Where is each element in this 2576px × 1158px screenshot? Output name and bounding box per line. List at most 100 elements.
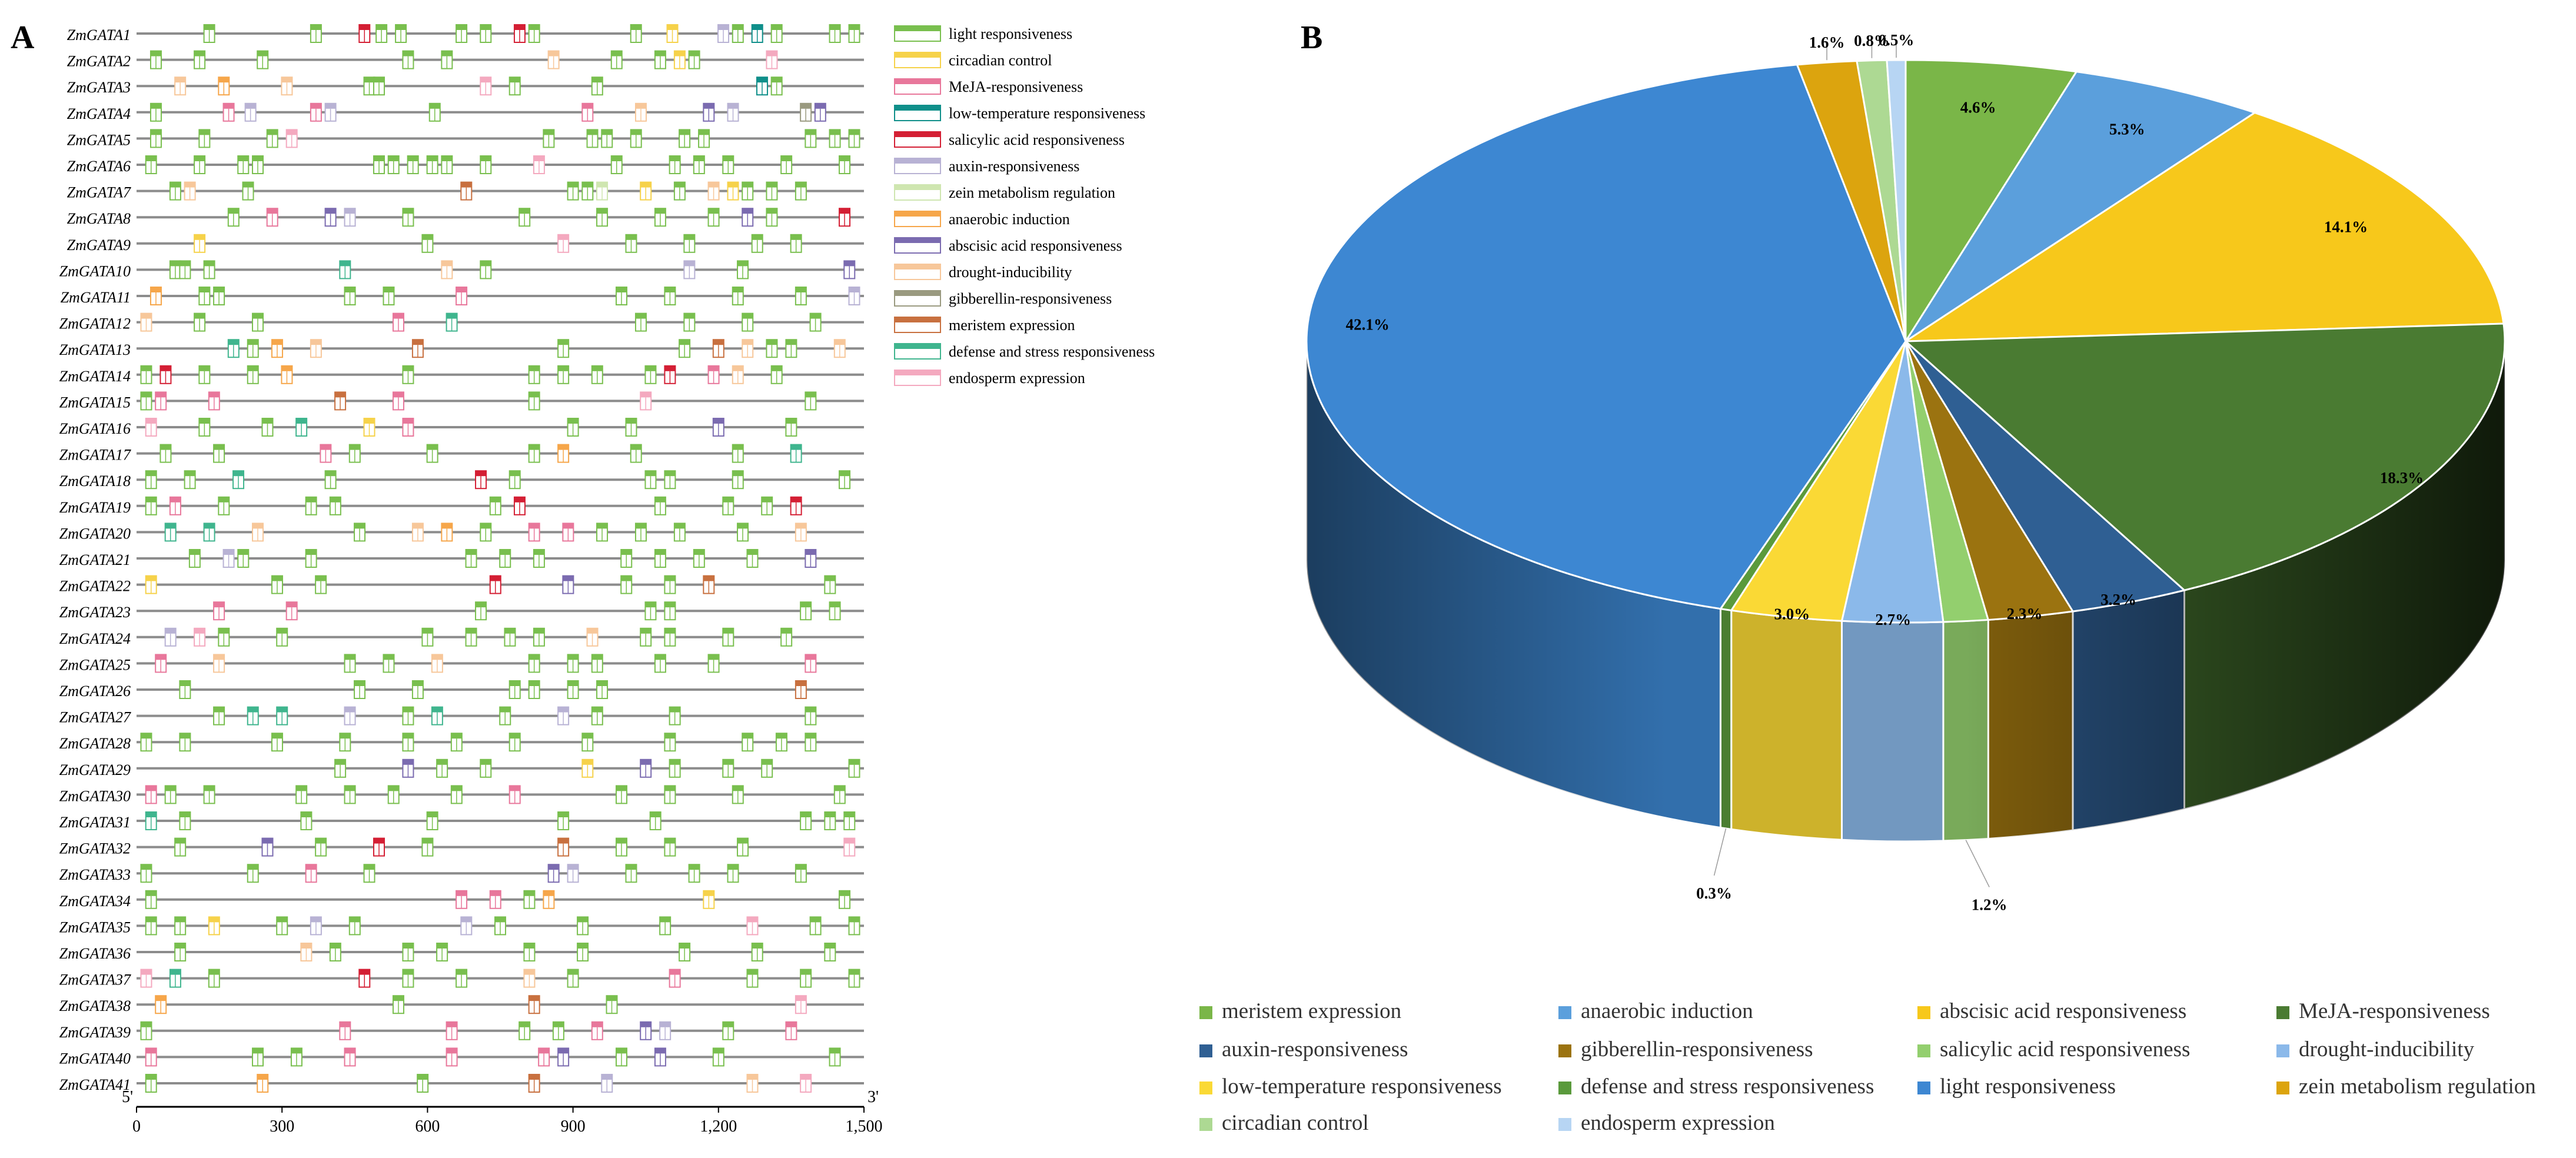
- element-box-light-responsiveness: [824, 575, 836, 594]
- element-box-circadian-control: [666, 24, 679, 43]
- gene-row-zmgata38: ZmGATA38: [59, 995, 864, 1014]
- element-box-defense-and-stress-responsiveness: [227, 339, 240, 358]
- element-box-light-responsiveness: [315, 575, 327, 594]
- element-box-light-responsiveness: [567, 418, 579, 437]
- element-box-drought-inducibility: [310, 339, 322, 358]
- element-box-light-responsiveness: [402, 733, 414, 752]
- element-box-light-responsiveness: [669, 155, 681, 174]
- element-box-salicylic-acid-responsiveness: [664, 365, 676, 384]
- element-box-light-responsiveness: [625, 864, 637, 883]
- element-box-light-responsiveness: [227, 208, 240, 227]
- element-box-light-responsiveness: [567, 181, 579, 201]
- element-box-light-responsiveness: [780, 155, 793, 174]
- gene-row-zmgata23: ZmGATA23: [59, 601, 864, 621]
- element-box-meja-responsiveness: [538, 1047, 550, 1067]
- pie-data-labels: 4.6% 5.3% 14.1% 18.3% 3.2% 2.3% 1.2% 2.7% 3.0% 0.…: [1346, 31, 2424, 914]
- element-box-light-responsiveness: [373, 155, 385, 174]
- element-box-light-responsiveness: [436, 943, 448, 961]
- element-box-auxin-responsiveness: [717, 24, 730, 43]
- element-box-drought-inducibility: [140, 312, 152, 332]
- element-box-light-responsiveness: [688, 50, 700, 69]
- element-box-light-responsiveness: [634, 312, 647, 332]
- element-box-light-responsiveness: [480, 758, 492, 778]
- gene-row-zmgata20: ZmGATA20: [59, 523, 864, 542]
- element-box-light-responsiveness: [247, 864, 259, 883]
- element-box-light-responsiveness: [616, 837, 627, 857]
- pie-data-label: 0.5%: [1879, 31, 1914, 49]
- pie-legend-label: salicylic acid responsiveness: [1940, 1037, 2190, 1062]
- element-box-endosperm-expression: [746, 916, 759, 936]
- gene-label: ZmGATA13: [59, 341, 131, 358]
- element-box-light-responsiveness: [159, 444, 172, 463]
- element-box-light-responsiveness: [785, 339, 797, 358]
- element-box-light-responsiveness: [237, 155, 250, 174]
- element-box-light-responsiveness: [261, 418, 274, 437]
- element-box-light-responsiveness: [770, 76, 783, 96]
- gene-label: ZmGATA20: [59, 525, 131, 542]
- element-box-light-responsiveness: [785, 418, 797, 437]
- element-box-light-responsiveness: [428, 102, 441, 122]
- element-box-light-responsiveness: [795, 181, 807, 201]
- element-box-light-responsiveness: [533, 627, 545, 647]
- element-box-meja-responsiveness: [392, 391, 404, 411]
- axis-tick-label: 300: [270, 1117, 294, 1136]
- element-box-light-responsiveness: [348, 444, 361, 463]
- element-box-light-responsiveness: [722, 627, 734, 647]
- element-box-light-responsiveness: [761, 758, 773, 778]
- element-box-abscisic-acid-responsiveness: [843, 260, 856, 279]
- element-box-meja-responsiveness: [344, 1047, 356, 1067]
- element-box-circadian-control: [581, 758, 594, 778]
- element-box-auxin-responsiveness: [222, 549, 235, 568]
- element-box-circadian-control: [208, 916, 220, 936]
- element-box-meja-responsiveness: [785, 1021, 797, 1040]
- pie-data-label: 4.6%: [1960, 99, 1996, 117]
- element-box-meja-responsiveness: [528, 523, 540, 542]
- element-box-light-responsiveness: [644, 365, 657, 384]
- element-box-light-responsiveness: [456, 969, 468, 988]
- pie-legend-item-low-temperature-responsiveness: low-temperature responsiveness: [1199, 1074, 1502, 1099]
- element-box-anaerobic-induction: [441, 523, 453, 542]
- pie-legend-label: light responsiveness: [1940, 1074, 2116, 1099]
- element-box-light-responsiveness: [805, 733, 817, 752]
- element-box-circadian-control: [673, 50, 686, 69]
- element-box-light-responsiveness: [145, 470, 157, 490]
- element-box-drought-inducibility: [586, 627, 599, 647]
- element-box-light-responsiveness: [528, 24, 540, 43]
- gene-row-zmgata30: ZmGATA30: [59, 785, 864, 804]
- pie-legend-label: meristem expression: [1222, 999, 1401, 1023]
- element-box-light-responsiveness: [654, 50, 666, 69]
- element-box-abscisic-acid-responsiveness: [805, 549, 817, 568]
- element-box-light-responsiveness: [848, 916, 860, 936]
- element-box-endosperm-expression: [480, 76, 492, 96]
- pie-data-label: 0.8%: [1854, 32, 1890, 49]
- legend-item-defense-and-stress-responsiveness: defense and stress responsiveness: [894, 343, 1155, 360]
- element-box-light-responsiveness: [805, 391, 817, 411]
- pie-legend-swatch: [1199, 1082, 1212, 1094]
- pie-data-label: 2.3%: [2007, 605, 2043, 623]
- legend-label: zein metabolism regulation: [949, 184, 1115, 201]
- element-box-light-responsiveness: [766, 339, 778, 358]
- gene-label: ZmGATA25: [59, 656, 131, 673]
- element-box-auxin-responsiveness: [324, 102, 337, 122]
- element-box-light-responsiveness: [145, 890, 157, 909]
- element-box-light-responsiveness: [737, 837, 749, 857]
- three-prime-label: 3': [867, 1088, 879, 1106]
- element-box-light-responsiveness: [616, 287, 627, 305]
- element-box-endosperm-expression: [285, 129, 298, 148]
- element-box-endosperm-expression: [145, 418, 157, 437]
- element-box-light-responsiveness: [426, 155, 438, 174]
- gene-row-zmgata24: ZmGATA24: [59, 627, 864, 647]
- element-box-light-responsiveness: [208, 969, 220, 988]
- element-box-light-responsiveness: [145, 1074, 157, 1093]
- element-box-light-responsiveness: [596, 680, 609, 699]
- element-box-light-responsiveness: [203, 260, 215, 279]
- element-box-abscisic-acid-responsiveness: [324, 208, 337, 227]
- gene-label: ZmGATA5: [67, 131, 131, 148]
- element-box-light-responsiveness: [693, 155, 705, 174]
- gene-label: ZmGATA16: [59, 420, 131, 437]
- element-box-light-responsiveness: [746, 969, 759, 988]
- element-box-light-responsiveness: [649, 811, 662, 830]
- pie-legend-swatch: [1917, 1082, 1930, 1094]
- pie-legend-item-light-responsiveness: light responsiveness: [1917, 1074, 2116, 1099]
- element-box-light-responsiveness: [610, 50, 623, 69]
